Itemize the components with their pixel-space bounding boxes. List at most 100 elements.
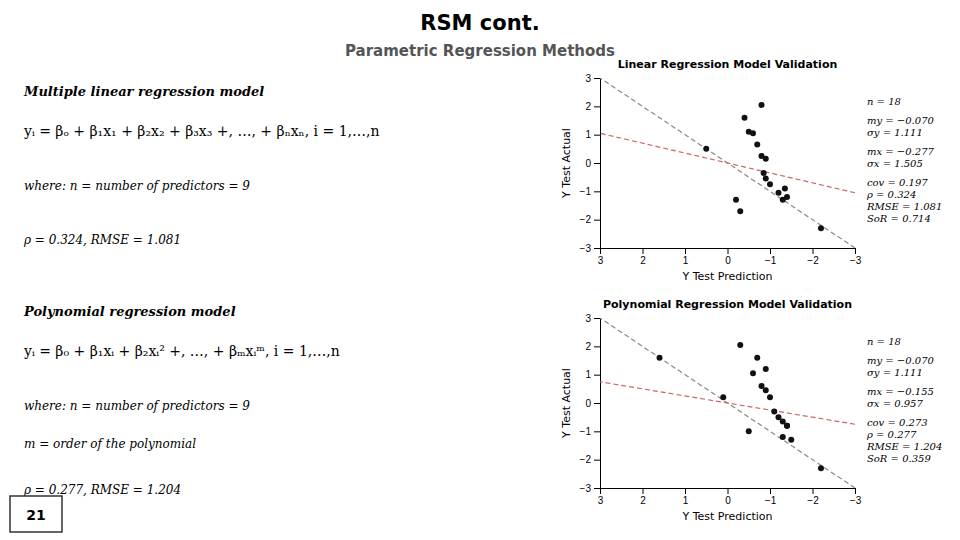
y-tick: −1 [580,426,600,437]
y-tick: 2 [585,101,600,112]
y-axis: −3−2−10123 [580,73,601,254]
point [720,394,726,400]
x-axis-line [601,249,856,255]
stats-line: ρ = 0.277 [866,429,917,440]
x-tick-label: 2 [640,495,646,506]
x-axis: −3−2−10123 [598,488,862,506]
point [818,225,824,231]
section-note: where: n = number of predictors = 9 [24,399,250,413]
stats-line: cov = 0.273 [867,417,928,428]
point [750,130,756,136]
y-axis-title: Y Test Actual [560,128,573,199]
x-tick-label: 3 [598,495,604,506]
section-note: m = order of the polynomial [24,437,196,451]
x-tick: 3 [598,248,604,266]
stats-line: σy = 1.111 [867,127,923,138]
y-tick-label: 3 [585,313,591,324]
point [776,190,782,196]
y-axis-line [594,319,601,489]
x-tick-mark [643,488,644,494]
title: RSM cont. [420,11,539,35]
point [763,176,769,182]
y-tick-mark [594,135,600,136]
section-note: where: n = number of predictors = 9 [24,179,250,193]
y-tick-label: 1 [585,369,591,380]
y-tick-mark [594,78,600,79]
stats-line: mx = −0.277 [867,146,935,157]
point [771,409,777,415]
stats-line: RMSE = 1.081 [866,201,942,212]
y-tick-mark [594,318,600,319]
stats-line: mx = −0.155 [867,386,934,397]
point [754,355,760,361]
reference-line [600,133,855,193]
reference-line [600,78,855,248]
x-tick-mark [855,488,856,494]
x-tick-label: −2 [807,255,819,266]
point [782,186,788,192]
x-tick-label: 1 [683,495,689,506]
x-tick-mark [728,248,729,254]
x-tick: 2 [640,248,646,266]
point [818,465,824,471]
x-tick-mark [855,248,856,254]
x-tick: −3 [850,248,862,266]
point [733,197,739,203]
x-tick-mark [813,488,814,494]
y-tick-mark [594,460,600,461]
y-tick-mark [594,431,600,432]
x-tick-label: −2 [807,495,819,506]
x-tick-label: −1 [765,495,777,506]
y-tick-mark [594,346,600,347]
point [737,342,743,348]
x-tick: −2 [807,488,819,506]
x-tick-mark [643,248,644,254]
y-tick-label: −2 [580,214,592,225]
y-tick-label: −1 [580,186,592,197]
y-tick: 3 [585,313,600,324]
point [737,208,743,214]
x-axis-title: Y Test Prediction [681,270,772,283]
y-tick-mark [594,163,600,164]
x-tick: 1 [683,488,689,506]
slide-number-text: 21 [26,507,45,523]
point [767,394,773,400]
y-tick-mark [594,106,600,107]
y-tick: 2 [585,341,600,352]
slide: RSM cont. Parametric Regression Methods Mu… [0,0,960,540]
y-tick-mark [594,375,600,376]
y-tick-label: −3 [580,243,592,254]
reference-line [600,382,855,425]
section-note: ρ = 0.324, RMSE = 1.081 [23,233,181,247]
y-tick-mark [594,191,600,192]
y-tick: 0 [585,158,600,169]
x-tick-mark [685,488,686,494]
x-tick-label: 0 [725,255,731,266]
point [784,423,790,429]
y-axis-line [594,79,601,249]
x-tick-mark [770,488,771,494]
point [657,355,663,361]
point [784,423,790,429]
subtitle: Parametric Regression Methods [345,42,615,60]
y-tick: −2 [580,454,600,465]
x-axis-title: Y Test Prediction [681,510,772,523]
stats-line: ρ = 0.324 [866,189,916,200]
y-tick-mark [594,220,600,221]
x-tick: 2 [640,488,646,506]
y-tick-mark [594,248,600,249]
plot-area [600,318,855,488]
stats-line: σy = 1.111 [867,367,923,378]
chart-title: Polynomial Regression Model Validation [603,298,852,311]
point [750,370,756,376]
stats-line: RMSE = 1.204 [866,441,942,452]
y-tick-label: −3 [580,483,592,494]
stats-line: my = −0.070 [867,355,935,366]
y-tick-mark [594,403,600,404]
section-title: Multiple linear regression model [23,84,264,99]
x-tick: −3 [850,488,862,506]
y-tick-label: 2 [585,101,591,112]
x-tick: −1 [765,248,777,266]
stats-annotation: n = 18my = −0.070σy = 1.111mx = −0.155σx… [866,336,942,464]
point [742,115,748,121]
